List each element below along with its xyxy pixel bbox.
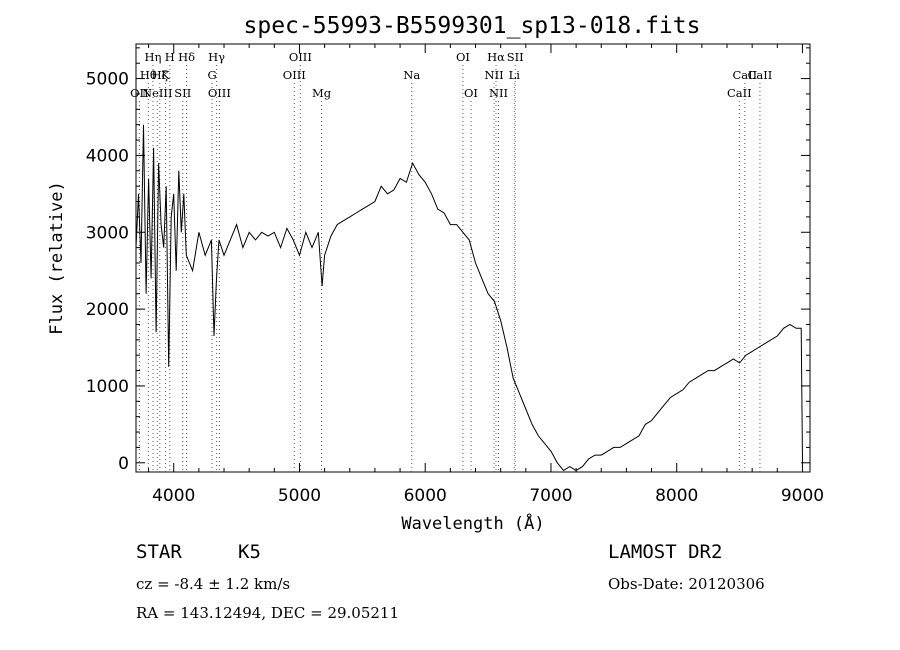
line-marker-label: OIII	[208, 86, 231, 100]
survey-name: LAMOST DR2	[608, 541, 723, 563]
line-marker-label: Hα	[487, 50, 505, 64]
y-axis: 0 1000 2000 3000 4000 5000	[86, 47, 810, 474]
y-tick-label: 5000	[86, 70, 129, 90]
spectrum-chart: spec-55993-B5599301_sp13-018.fits OIIHθH…	[47, 13, 824, 534]
line-marker-label: Li	[509, 68, 521, 82]
x-axis: 4000 5000 6000 7000 8000 9000	[148, 44, 824, 506]
line-marker-label: SII	[507, 50, 524, 64]
y-tick-label: 1000	[86, 377, 129, 397]
redshift-text: cz = -8.4 ± 1.2 km/s	[136, 575, 291, 593]
x-tick-label: 4000	[152, 486, 195, 506]
coordinates-text: RA = 143.12494, DEC = 29.05211	[136, 604, 400, 622]
spectrum-line	[135, 124, 803, 472]
chart-title: spec-55993-B5599301_sp13-018.fits	[244, 13, 701, 39]
line-marker-label: NII	[489, 86, 508, 100]
line-marker-label: H	[165, 50, 175, 64]
line-marker-label: Hη	[145, 50, 162, 64]
line-marker-label: Hζ	[152, 68, 168, 82]
line-marker-label: Na	[403, 68, 420, 82]
line-marker-label: Hδ	[178, 50, 195, 64]
line-marker-label: K	[161, 68, 170, 82]
observation-date: Obs-Date: 20120306	[608, 575, 765, 593]
emission-line-markers	[138, 65, 761, 472]
x-tick-label: 9000	[781, 486, 824, 506]
x-axis-label: Wavelength (Å)	[401, 512, 544, 534]
plot-frame	[135, 43, 811, 473]
x-tick-label: 6000	[404, 486, 447, 506]
y-tick-label: 3000	[86, 223, 129, 243]
line-marker-label: OIII	[289, 50, 312, 64]
x-tick-label: 8000	[655, 486, 698, 506]
line-marker-label: OI	[464, 86, 478, 100]
line-marker-label: G	[207, 68, 216, 82]
line-marker-label: NeIII	[142, 86, 173, 100]
y-tick-label: 4000	[86, 146, 129, 166]
line-marker-label: CaII	[732, 68, 757, 82]
line-marker-label: OII	[130, 86, 149, 100]
line-marker-label: SII	[174, 86, 191, 100]
line-marker-label: CaII	[727, 86, 752, 100]
line-marker-label: CaII	[748, 68, 773, 82]
y-tick-label: 2000	[86, 300, 129, 320]
line-marker-label: Mg	[312, 86, 332, 100]
x-tick-label: 7000	[529, 486, 572, 506]
line-marker-label: NII	[485, 68, 504, 82]
line-marker-label: Hγ	[208, 50, 225, 64]
y-axis-label: Flux (relative)	[47, 181, 67, 335]
emission-line-labels: OIIHθHηNeIIIHζKHSIIHδGHγOIIIOIIIOIIIMgNa…	[130, 50, 772, 100]
x-tick-label: 5000	[278, 486, 321, 506]
y-tick-label: 0	[118, 454, 129, 474]
line-marker-label: OI	[456, 50, 470, 64]
object-class: STAR	[136, 541, 182, 563]
object-subclass: K5	[238, 541, 261, 563]
line-marker-label: OIII	[283, 68, 306, 82]
